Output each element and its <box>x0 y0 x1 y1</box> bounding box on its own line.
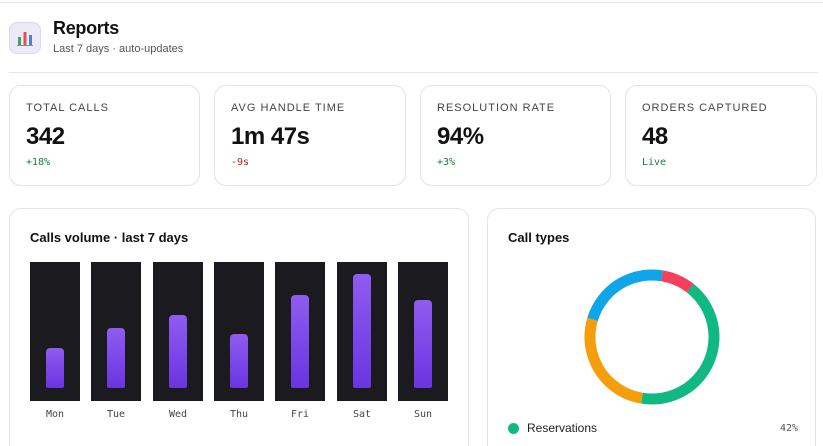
donut-slice-4 <box>584 269 720 405</box>
stat-delta: +3% <box>437 157 456 168</box>
stat-delta: +18% <box>26 157 51 168</box>
bar-sat <box>353 274 371 388</box>
bar-label-sat: Sat <box>352 409 372 420</box>
stat-value: 342 <box>26 123 65 150</box>
stat-card-resolution-rate: RESOLUTION RATE 94% +3% <box>420 85 611 186</box>
legend-percent: 42% <box>779 422 798 434</box>
page-header: Reports Last 7 days · auto-updates <box>9 18 184 56</box>
bar-thu <box>230 334 248 388</box>
bar-tue <box>107 328 125 388</box>
donut-slice-2 <box>584 269 720 405</box>
stat-label: TOTAL CALLS <box>26 102 109 114</box>
bar-track-sun <box>398 262 448 401</box>
bar-sun <box>414 300 432 388</box>
stat-value: 48 <box>642 123 668 150</box>
stat-value: 1m 47s <box>231 123 310 150</box>
calls-volume-panel: Calls volume · last 7 days Mon Tue Wed Thu F… <box>9 208 469 446</box>
calls-volume-title: Calls volume · last 7 days <box>30 230 189 245</box>
legend-swatch <box>508 422 519 434</box>
stat-label: ORDERS CAPTURED <box>642 102 768 114</box>
stat-label: RESOLUTION RATE <box>437 102 556 114</box>
stat-delta: -9s <box>231 157 250 168</box>
page-subtitle: Last 7 days · auto-updates <box>53 43 184 55</box>
bar-label-mon: Mon <box>45 409 65 420</box>
bar-label-wed: Wed <box>168 409 188 420</box>
bar-label-fri: Fri <box>290 409 310 420</box>
bar-track-wed <box>153 262 203 401</box>
bar-fri <box>291 295 309 388</box>
call-types-title: Call types <box>508 230 570 245</box>
legend-item-reservations: Reservations 42% <box>508 420 798 436</box>
bar-track-fri <box>275 262 325 401</box>
donut-slice-3 <box>584 269 720 405</box>
header-divider <box>9 72 818 73</box>
call-types-donut-chart <box>584 269 720 405</box>
bar-label-thu: Thu <box>229 409 249 420</box>
bar-label-tue: Tue <box>106 409 126 420</box>
bar-label-sun: Sun <box>413 409 433 420</box>
bar-track-mon <box>30 262 80 401</box>
bar-chart-icon <box>9 22 41 54</box>
donut-slice-1 <box>584 269 720 405</box>
stat-card-total-calls: TOTAL CALLS 342 +18% <box>9 85 200 186</box>
bar-track-tue <box>91 262 141 401</box>
stat-label: AVG HANDLE TIME <box>231 102 346 114</box>
window-top-border <box>0 2 823 3</box>
page-title: Reports <box>53 18 119 38</box>
call-types-panel: Call types Reservations 42% <box>487 208 816 446</box>
stat-card-orders-captured: ORDERS CAPTURED 48 Live <box>625 85 817 186</box>
bar-track-sat <box>337 262 387 401</box>
stat-card-avg-handle-time: AVG HANDLE TIME 1m 47s -9s <box>214 85 406 186</box>
stat-value: 94% <box>437 123 484 150</box>
bar-track-thu <box>214 262 264 401</box>
stat-delta: Live <box>642 157 667 168</box>
bar-wed <box>169 315 187 388</box>
legend-label: Reservations <box>527 421 598 435</box>
bar-mon <box>46 348 64 388</box>
